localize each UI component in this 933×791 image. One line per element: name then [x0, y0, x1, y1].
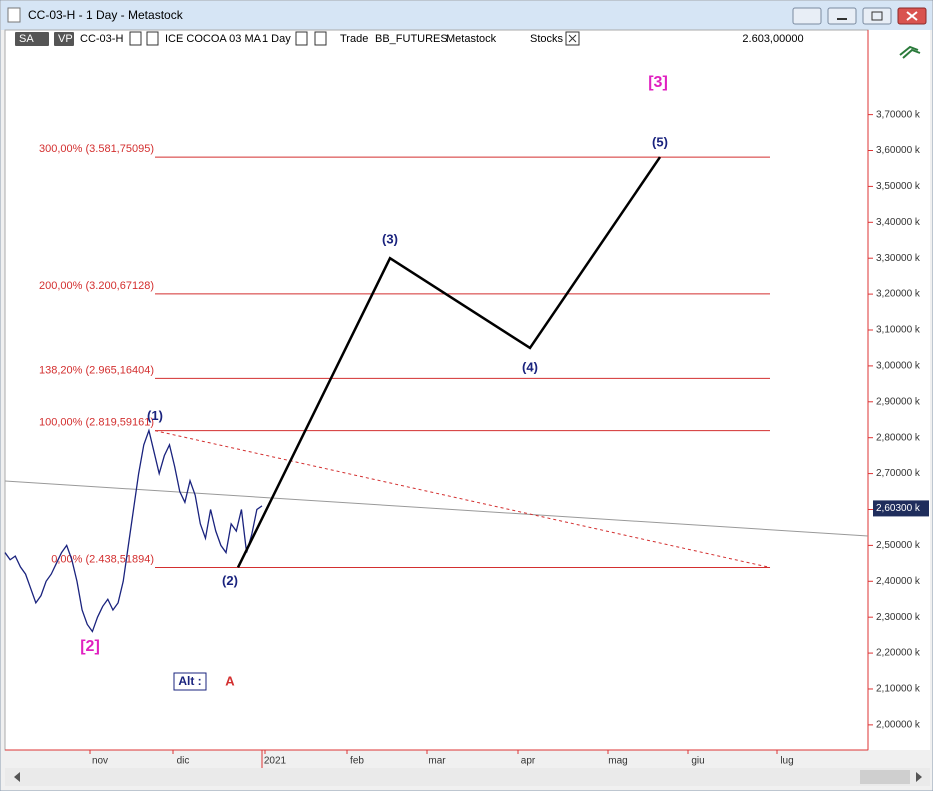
window-title: CC-03-H - 1 Day - Metastock	[28, 8, 184, 22]
x-tick-label: 2021	[264, 756, 287, 767]
toolbar-item[interactable]: ICE COCOA 03 MA	[165, 33, 262, 45]
y-tick-label: 3,60000 k	[876, 145, 921, 156]
title-bar	[1, 1, 932, 30]
alt-value: A	[225, 673, 235, 688]
y-tick-label: 2,50000 k	[876, 540, 921, 551]
axis-area	[868, 30, 930, 750]
y-tick-label: 2,90000 k	[876, 396, 921, 407]
y-tick-label: 3,20000 k	[876, 289, 921, 300]
scroll-thumb[interactable]	[860, 770, 910, 784]
fib-label: 138,20% (2.965,16404)	[39, 364, 154, 376]
alt-label: Alt :	[178, 674, 201, 688]
y-tick-label: 3,30000 k	[876, 253, 921, 264]
dropdown[interactable]	[146, 31, 159, 46]
toolbar-button[interactable]	[54, 32, 74, 46]
toolbar-button[interactable]	[15, 32, 49, 46]
x-tick-label: feb	[350, 756, 364, 767]
last-price-tag	[873, 500, 929, 517]
toolbar-item[interactable]: SA	[19, 33, 34, 45]
fib-label: 300,00% (3.581,75095)	[39, 143, 154, 155]
menu-button[interactable]	[792, 7, 822, 25]
y-tick-label: 3,50000 k	[876, 181, 921, 192]
last-price-label: 2,60300 k	[876, 503, 921, 514]
toolbar-price: 2.603,00000	[742, 33, 803, 45]
x-tick-label: giu	[691, 756, 704, 767]
wave-label: (3)	[382, 232, 398, 247]
wave-label: (1)	[147, 408, 163, 423]
wave-projection	[236, 156, 662, 569]
trend-line	[4, 480, 869, 537]
minimize-button[interactable]	[827, 7, 857, 25]
fib-label: 200,00% (3.200,67128)	[39, 280, 154, 292]
alt-box	[173, 672, 207, 691]
y-tick-label: 2,80000 k	[876, 432, 921, 443]
wave-label: (4)	[522, 359, 538, 374]
degree-label: [3]	[648, 74, 668, 91]
x-tick-label: apr	[521, 756, 536, 767]
toolbar-item[interactable]: BB_FUTURES	[375, 33, 448, 45]
maximize-button[interactable]	[862, 7, 892, 25]
y-tick-label: 3,40000 k	[876, 217, 921, 228]
y-tick-label: 2,10000 k	[876, 684, 921, 695]
x-tick-label: lug	[780, 756, 793, 767]
x-tick-label: dic	[177, 756, 190, 767]
toolbar-item[interactable]: Stocks	[530, 33, 564, 45]
y-tick-label: 2,70000 k	[876, 468, 921, 479]
x-tick-label: mag	[608, 756, 627, 767]
fib-label: 0,00% (2.438,51894)	[51, 553, 154, 565]
toolbar-close-icon	[568, 34, 577, 43]
y-tick-label: 2,00000 k	[876, 720, 921, 731]
y-tick-label: 3,70000 k	[876, 109, 921, 120]
toolbar-item[interactable]: Trade	[340, 33, 368, 45]
degree-label: [2]	[80, 638, 100, 655]
toolbar-item[interactable]: VP	[58, 33, 73, 45]
toolbar-item[interactable]: 1 Day	[262, 33, 291, 45]
y-tick-label: 3,10000 k	[876, 325, 921, 336]
app-icon	[7, 7, 21, 23]
dropdown[interactable]	[129, 31, 142, 46]
x-tick-label: mar	[428, 756, 446, 767]
x-tick-label: nov	[92, 756, 108, 767]
y-tick-label: 2,20000 k	[876, 648, 921, 659]
close-icon	[906, 11, 918, 21]
toolbar-item[interactable]: CC-03-H	[80, 33, 123, 45]
wave-label: (2)	[222, 573, 238, 588]
y-tick-label: 3,00000 k	[876, 361, 921, 372]
dropdown[interactable]	[295, 31, 308, 46]
wave-label: (5)	[652, 135, 668, 150]
y-tick-label: 2,40000 k	[876, 576, 921, 587]
y-tick-label: 2,30000 k	[876, 612, 921, 623]
price-line	[4, 428, 263, 633]
dropdown[interactable]	[314, 31, 327, 46]
tool-icon[interactable]	[899, 45, 921, 59]
toolbar-item[interactable]: Metastock	[446, 33, 497, 45]
plot-area	[4, 29, 869, 751]
maximize-icon	[871, 11, 883, 21]
scrollbar[interactable]	[5, 768, 930, 786]
fib-label: 100,00% (2.819,59161)	[39, 417, 154, 429]
